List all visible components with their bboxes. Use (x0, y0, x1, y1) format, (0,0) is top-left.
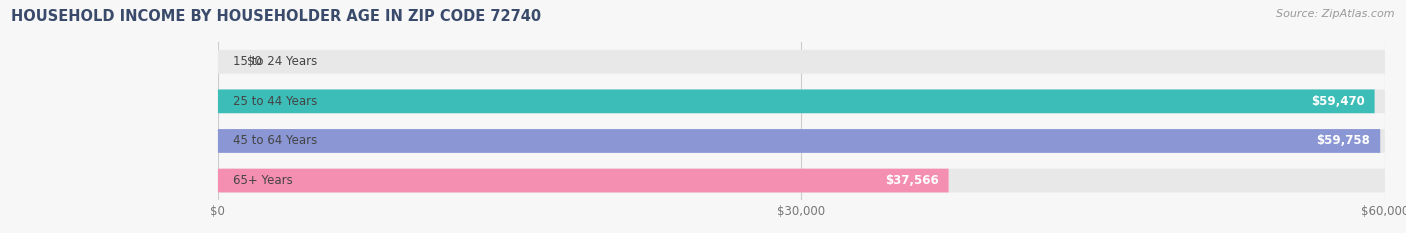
Text: $37,566: $37,566 (886, 174, 939, 187)
Text: 15 to 24 Years: 15 to 24 Years (233, 55, 318, 68)
Text: $0: $0 (247, 55, 262, 68)
FancyBboxPatch shape (218, 89, 1375, 113)
FancyBboxPatch shape (218, 129, 1381, 153)
Text: HOUSEHOLD INCOME BY HOUSEHOLDER AGE IN ZIP CODE 72740: HOUSEHOLD INCOME BY HOUSEHOLDER AGE IN Z… (11, 9, 541, 24)
Text: $59,758: $59,758 (1316, 134, 1371, 147)
FancyBboxPatch shape (218, 89, 1385, 113)
Text: $59,470: $59,470 (1312, 95, 1365, 108)
FancyBboxPatch shape (218, 129, 1385, 153)
FancyBboxPatch shape (218, 169, 949, 192)
FancyBboxPatch shape (218, 169, 1385, 192)
FancyBboxPatch shape (218, 50, 1385, 74)
Text: 25 to 44 Years: 25 to 44 Years (233, 95, 318, 108)
Text: 45 to 64 Years: 45 to 64 Years (233, 134, 318, 147)
Text: Source: ZipAtlas.com: Source: ZipAtlas.com (1277, 9, 1395, 19)
Text: 65+ Years: 65+ Years (233, 174, 294, 187)
